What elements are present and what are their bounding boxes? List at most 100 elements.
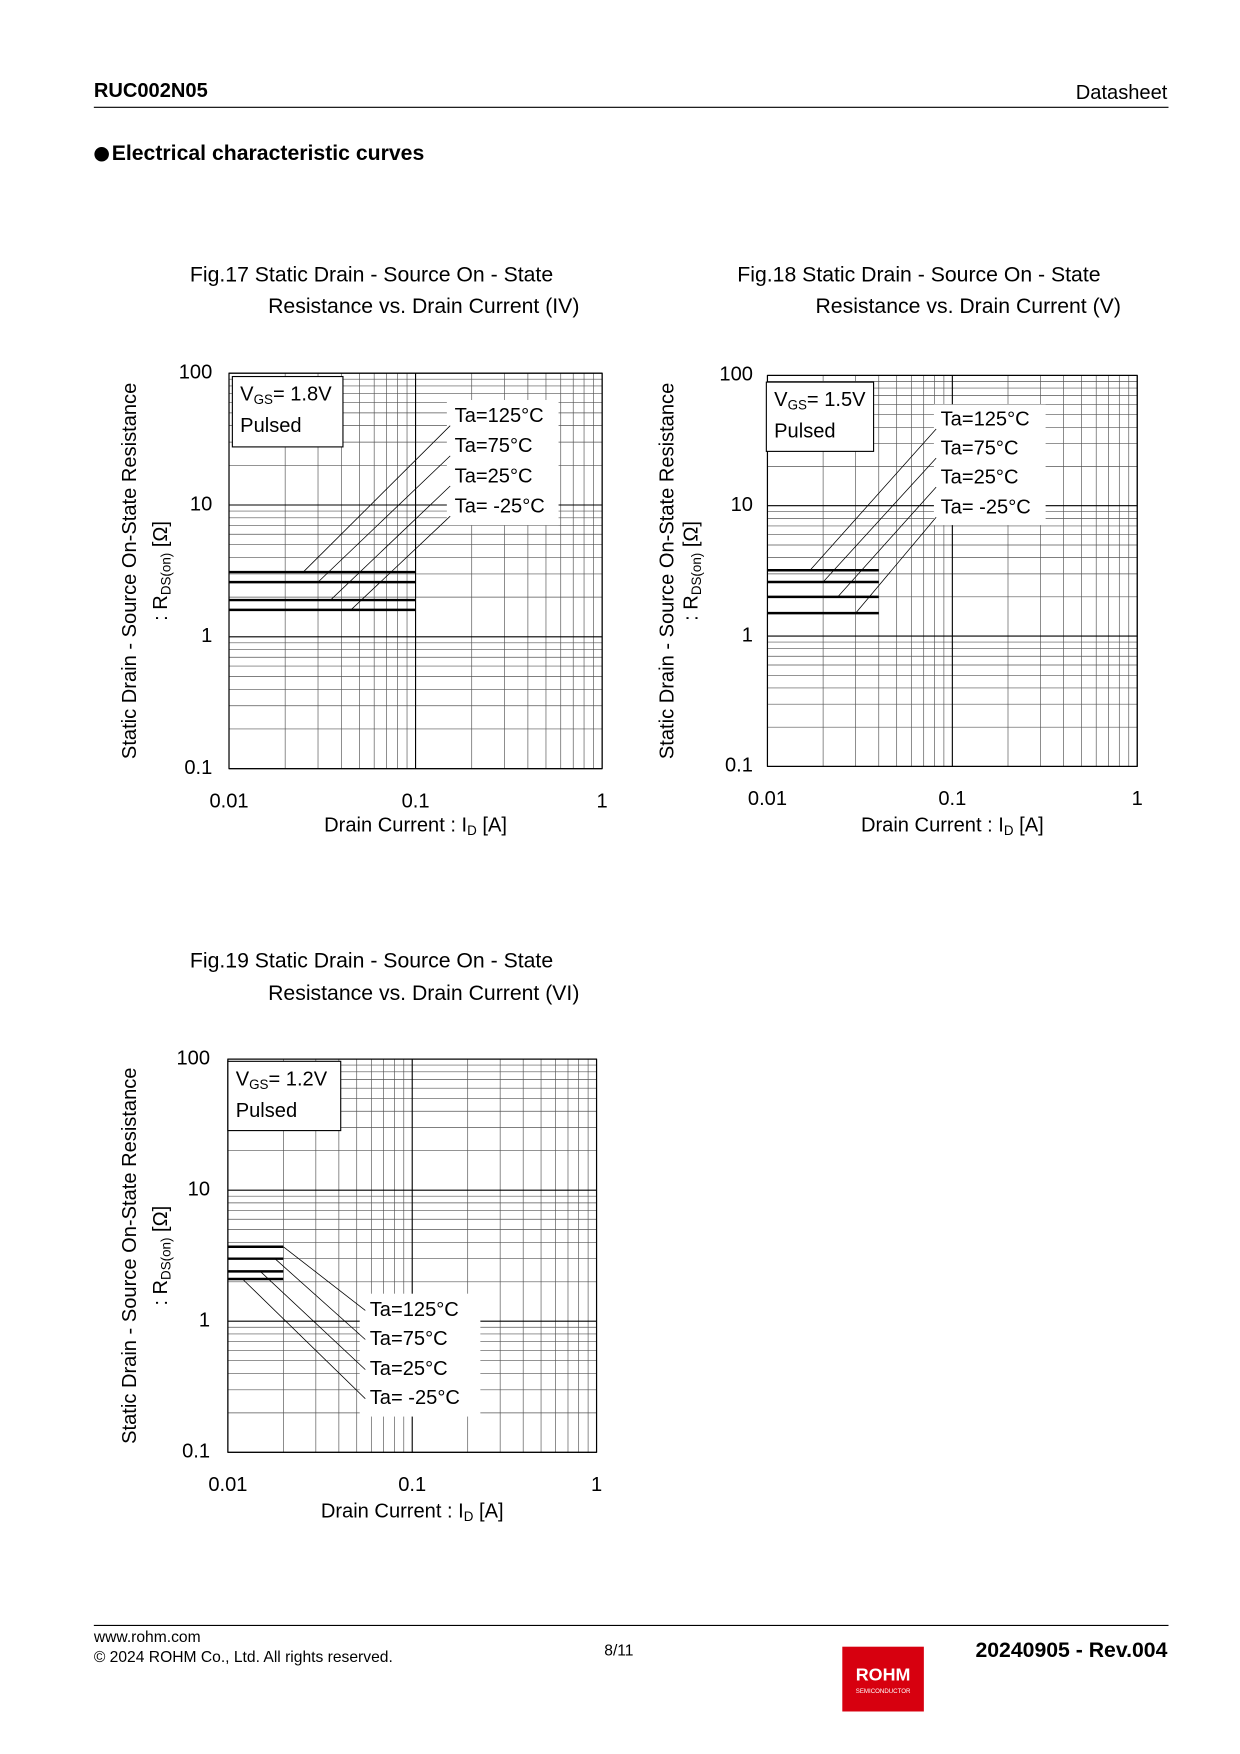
section-title: Electrical characteristic curves [112, 142, 425, 165]
x-tick-label: 1 [597, 790, 608, 812]
y-axis-label: Static Drain - Source On-State Resistanc… [656, 383, 678, 759]
legend-label: Ta= -25°C [455, 496, 545, 518]
x-axis-label: Drain Current : ID [A] [324, 815, 507, 838]
leader-line [260, 1271, 366, 1370]
condition-symbol: V [236, 1069, 250, 1091]
x-label-suffix: [A] [1014, 815, 1044, 837]
condition-value: = 1.5V [807, 389, 866, 411]
x-axis-label: Drain Current : ID [A] [861, 815, 1044, 838]
x-label-text: Drain Current : I [321, 1501, 464, 1523]
x-tick-label: 0.01 [208, 1474, 247, 1496]
leader-line [855, 517, 937, 614]
y-tick-label: 1 [742, 624, 753, 646]
x-label-sub: D [467, 823, 477, 838]
legend-label: Ta= -25°C [370, 1387, 460, 1409]
condition-sub: GS [788, 397, 807, 412]
y-tick-label: 10 [188, 1178, 210, 1200]
x-tick-label: 0.1 [402, 790, 430, 812]
chart-title: Fig.19 Static Drain - Source On - State [190, 950, 553, 973]
doc-type: Datasheet [1076, 82, 1168, 104]
legend-label: Ta= -25°C [941, 497, 1031, 519]
condition-symbol: V [240, 384, 254, 406]
chart-title: Resistance vs. Drain Current (VI) [268, 982, 579, 1005]
leader-line [330, 485, 451, 601]
y-axis-label: Static Drain - Source On-State Resistanc… [119, 383, 141, 759]
y-label-prefix: : R [681, 595, 703, 621]
y-label-sub: DS(on) [158, 1238, 173, 1280]
x-tick-label: 0.01 [209, 790, 248, 812]
leader-line [822, 457, 937, 583]
condition-box [765, 381, 875, 452]
condition: VGS= 1.8V [240, 384, 332, 407]
leader-line [350, 515, 451, 611]
condition-mode: Pulsed [236, 1100, 297, 1122]
x-tick-label: 0.1 [398, 1474, 426, 1496]
logo-name: ROHM [856, 1664, 911, 1684]
revision: 20240905 - Rev.004 [975, 1639, 1167, 1662]
page-number: 8/11 [604, 1642, 633, 1659]
x-label-text: Drain Current : I [861, 815, 1004, 837]
legend-label: Ta=25°C [941, 467, 1019, 489]
legend-bg [359, 1293, 481, 1417]
leader-line [283, 1246, 366, 1311]
x-tick-label: 0.1 [938, 788, 966, 810]
x-label-suffix: [A] [473, 1501, 503, 1523]
x-label-suffix: [A] [477, 815, 507, 837]
condition-sub: GS [254, 392, 273, 407]
x-tick-label: 1 [591, 1474, 602, 1496]
logo-sub: SEMICONDUCTOR [856, 1688, 911, 1695]
y-tick-label: 10 [731, 494, 753, 516]
condition-sub: GS [249, 1076, 268, 1091]
leader-line [274, 1258, 366, 1340]
leader-line [302, 425, 451, 573]
y-tick-label: 0.1 [725, 755, 753, 777]
x-tick-label: 0.01 [748, 788, 787, 810]
chart-title: Resistance vs. Drain Current (V) [815, 295, 1120, 318]
y-label-prefix: : R [150, 1280, 172, 1306]
y-axis-label-unit: : RDS(on) [Ω] [681, 521, 704, 621]
y-label-suffix: [Ω] [150, 521, 172, 553]
x-label-text: Drain Current : I [324, 815, 467, 837]
legend-label: Ta=25°C [370, 1358, 448, 1380]
leader-line [837, 486, 937, 598]
condition-box [227, 1060, 342, 1132]
condition-mode: Pulsed [774, 421, 835, 443]
x-tick-label: 1 [1132, 788, 1143, 810]
legend-label: Ta=125°C [455, 405, 544, 427]
condition-value: = 1.2V [268, 1069, 327, 1091]
condition-symbol: V [774, 389, 788, 411]
y-label-suffix: [Ω] [150, 1206, 172, 1238]
x-label-sub: D [464, 1509, 474, 1524]
chart-title: Fig.17 Static Drain - Source On - State [190, 264, 553, 287]
chart-title: Fig.18 Static Drain - Source On - State [737, 264, 1100, 287]
legend-bg [933, 404, 1046, 526]
y-axis-label: Static Drain - Source On-State Resistanc… [119, 1068, 141, 1444]
y-tick-label: 100 [179, 361, 213, 383]
y-tick-label: 0.1 [184, 757, 212, 779]
y-label-sub: DS(on) [689, 553, 704, 595]
condition-box [231, 375, 344, 448]
logo [842, 1646, 924, 1712]
leader-line [242, 1278, 366, 1399]
legend-bg [446, 399, 559, 526]
condition: VGS= 1.5V [774, 389, 866, 412]
bullet [94, 146, 109, 162]
leader-line [317, 455, 451, 583]
legend-label: Ta=125°C [370, 1299, 459, 1321]
y-label-sub: DS(on) [158, 553, 173, 595]
y-tick-label: 0.1 [182, 1441, 210, 1463]
y-label-suffix: [Ω] [681, 521, 703, 553]
leader-line [809, 428, 937, 571]
chart-title: Resistance vs. Drain Current (IV) [268, 295, 579, 318]
website: www.rohm.com [93, 1629, 201, 1646]
y-axis-label-unit: : RDS(on) [Ω] [150, 521, 173, 621]
x-label-sub: D [1004, 823, 1014, 838]
condition: VGS= 1.2V [236, 1069, 328, 1092]
legend-label: Ta=75°C [941, 437, 1019, 459]
y-axis-label-unit: : RDS(on) [Ω] [150, 1206, 173, 1306]
condition-value: = 1.8V [273, 384, 332, 406]
legend-label: Ta=75°C [455, 435, 533, 457]
plot-frame [227, 1058, 598, 1453]
